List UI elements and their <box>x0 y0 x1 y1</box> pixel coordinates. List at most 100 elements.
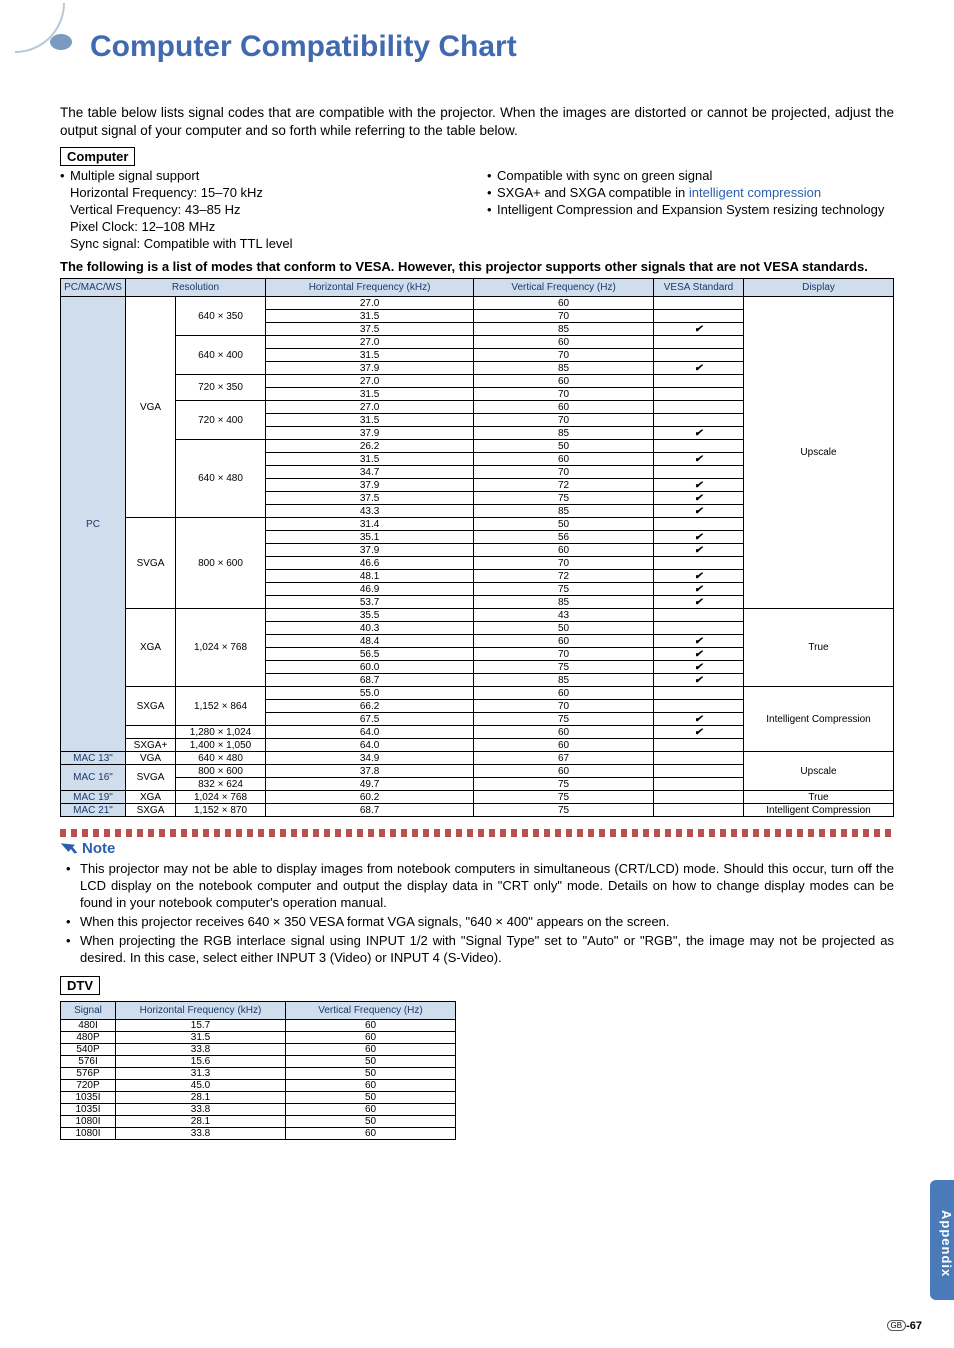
vfreq-cell: 75 <box>474 804 654 817</box>
col-header: Resolution <box>126 279 266 297</box>
hfreq-cell: 53.7 <box>266 596 474 609</box>
vesa-cell: ✔ <box>654 661 744 674</box>
compatibility-table: PC/MAC/WS Resolution Horizontal Frequenc… <box>60 278 894 817</box>
hfreq-cell: 56.5 <box>266 648 474 661</box>
vfreq-cell: 70 <box>474 388 654 401</box>
signal-cell: 720P <box>61 1080 116 1092</box>
hfreq-cell: 31.5 <box>266 414 474 427</box>
pcmac-cell: PC <box>61 297 126 752</box>
vesa-cell <box>654 310 744 323</box>
display-cell: Intelligent Compression <box>744 804 894 817</box>
vfreq-cell: 70 <box>474 414 654 427</box>
corner-decoration <box>40 28 90 78</box>
vfreq-cell: 56 <box>474 531 654 544</box>
hfreq-cell: 33.8 <box>116 1104 286 1116</box>
resolution-cell: 832 × 624 <box>176 778 266 791</box>
hfreq-cell: 46.9 <box>266 583 474 596</box>
vfreq-cell: 60 <box>474 635 654 648</box>
mode-cell: SXGA <box>126 804 176 817</box>
col-header: Horizontal Frequency (kHz) <box>116 1002 286 1020</box>
vesa-cell <box>654 765 744 778</box>
hfreq-cell: 40.3 <box>266 622 474 635</box>
vfreq-cell: 75 <box>474 661 654 674</box>
dtv-section-label: DTV <box>60 976 100 995</box>
vfreq-cell: 60 <box>286 1104 456 1116</box>
vesa-cell <box>654 700 744 713</box>
hfreq-cell: 37.9 <box>266 544 474 557</box>
hfreq-cell: 66.2 <box>266 700 474 713</box>
vfreq-cell: 72 <box>474 479 654 492</box>
vfreq-cell: 50 <box>286 1068 456 1080</box>
note-item: •When projecting the RGB interlace signa… <box>66 933 894 967</box>
vfreq-cell: 70 <box>474 648 654 661</box>
resolution-cell: 640 × 480 <box>176 752 266 765</box>
vesa-cell <box>654 778 744 791</box>
resolution-cell: 1,024 × 768 <box>176 609 266 687</box>
hfreq-cell: 28.1 <box>116 1116 286 1128</box>
vfreq-cell: 43 <box>474 609 654 622</box>
vfreq-cell: 70 <box>474 310 654 323</box>
display-cell: Upscale <box>744 297 894 609</box>
hfreq-cell: 48.4 <box>266 635 474 648</box>
vesa-cell: ✔ <box>654 362 744 375</box>
resolution-cell: 720 × 350 <box>176 375 266 401</box>
resolution-cell: 1,024 × 768 <box>176 791 266 804</box>
hfreq-cell: 68.7 <box>266 674 474 687</box>
vesa-cell: ✔ <box>654 583 744 596</box>
col-header: PC/MAC/WS <box>61 279 126 297</box>
pcmac-cell: MAC 21" <box>61 804 126 817</box>
computer-specs: •Multiple signal support Horizontal Freq… <box>60 168 894 252</box>
intelligent-compression-link[interactable]: intelligent compression <box>689 185 821 200</box>
vesa-cell: ✔ <box>654 505 744 518</box>
vesa-cell: ✔ <box>654 427 744 440</box>
vesa-cell: ✔ <box>654 544 744 557</box>
hfreq-cell: 27.0 <box>266 336 474 349</box>
signal-cell: 1080I <box>61 1116 116 1128</box>
mode-cell <box>126 726 176 739</box>
note-heading: Note <box>60 839 894 857</box>
resolution-cell: 1,152 × 864 <box>176 687 266 726</box>
col-header: Signal <box>61 1002 116 1020</box>
signal-cell: 1080I <box>61 1128 116 1140</box>
hfreq-cell: 60.0 <box>266 661 474 674</box>
vfreq-cell: 70 <box>474 466 654 479</box>
signal-cell: 1035I <box>61 1104 116 1116</box>
vesa-cell <box>654 388 744 401</box>
vfreq-cell: 85 <box>474 427 654 440</box>
vesa-cell <box>654 687 744 700</box>
resolution-cell: 1,280 × 1,024 <box>176 726 266 739</box>
vfreq-cell: 60 <box>286 1020 456 1032</box>
vfreq-cell: 60 <box>474 336 654 349</box>
resolution-cell: 720 × 400 <box>176 401 266 440</box>
vfreq-cell: 50 <box>286 1056 456 1068</box>
mode-cell: XGA <box>126 791 176 804</box>
hfreq-cell: 33.8 <box>116 1044 286 1056</box>
vfreq-cell: 72 <box>474 570 654 583</box>
spec-line: Intelligent Compression and Expansion Sy… <box>497 202 894 219</box>
spec-line: Multiple signal support <box>70 168 467 185</box>
hfreq-cell: 26.2 <box>266 440 474 453</box>
vesa-cell <box>654 622 744 635</box>
col-header: Vertical Frequency (Hz) <box>286 1002 456 1020</box>
mode-cell: SVGA <box>126 518 176 609</box>
vfreq-cell: 70 <box>474 349 654 362</box>
col-header: Display <box>744 279 894 297</box>
resolution-cell: 640 × 400 <box>176 336 266 375</box>
vesa-cell: ✔ <box>654 570 744 583</box>
vfreq-cell: 85 <box>474 596 654 609</box>
vfreq-cell: 50 <box>286 1116 456 1128</box>
vesa-cell <box>654 401 744 414</box>
vfreq-cell: 50 <box>474 518 654 531</box>
hfreq-cell: 31.5 <box>266 349 474 362</box>
vfreq-cell: 60 <box>474 687 654 700</box>
hfreq-cell: 48.1 <box>266 570 474 583</box>
vfreq-cell: 60 <box>286 1128 456 1140</box>
vfreq-cell: 75 <box>474 583 654 596</box>
mode-cell: VGA <box>126 752 176 765</box>
vfreq-cell: 60 <box>286 1080 456 1092</box>
hfreq-cell: 37.9 <box>266 362 474 375</box>
hfreq-cell: 67.5 <box>266 713 474 726</box>
hfreq-cell: 34.9 <box>266 752 474 765</box>
hfreq-cell: 15.7 <box>116 1020 286 1032</box>
hfreq-cell: 31.5 <box>116 1032 286 1044</box>
